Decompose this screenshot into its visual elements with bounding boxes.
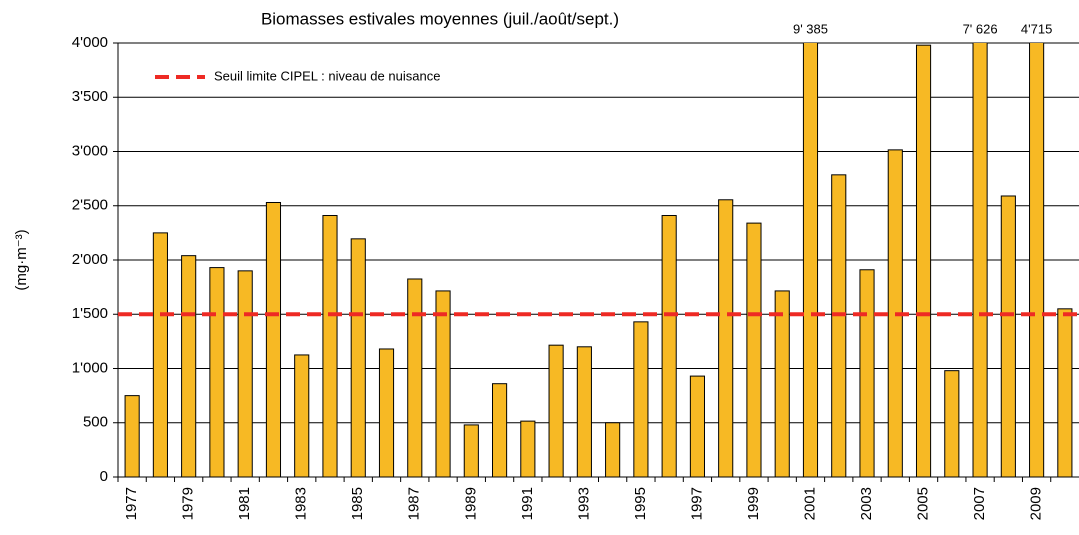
x-tick-label: 2005 xyxy=(915,487,932,520)
x-tick-label: 2007 xyxy=(971,487,988,520)
y-tick-label: 0 xyxy=(100,468,108,485)
y-tick-label: 3'000 xyxy=(72,142,108,159)
x-tick-label: 2001 xyxy=(801,487,818,520)
x-tick-label: 1981 xyxy=(236,487,253,520)
y-tick-label: 500 xyxy=(83,414,108,431)
bar xyxy=(915,44,932,477)
bar xyxy=(859,269,875,477)
bar xyxy=(774,290,790,477)
x-tick-label: 1999 xyxy=(745,487,762,520)
bar xyxy=(435,290,451,477)
bar xyxy=(689,375,705,477)
bar xyxy=(407,278,423,477)
bar xyxy=(492,383,508,477)
x-tick-label: 1997 xyxy=(688,487,705,520)
bar xyxy=(944,370,960,477)
value-label: 9' 385 xyxy=(793,21,828,36)
bar xyxy=(605,422,621,477)
bar xyxy=(831,174,847,477)
bar xyxy=(576,346,592,477)
x-tick-label: 1977 xyxy=(123,487,140,520)
bar xyxy=(209,267,225,477)
bar xyxy=(124,395,140,477)
value-label: 4'715 xyxy=(1021,21,1052,36)
bar xyxy=(1029,43,1045,477)
bar xyxy=(746,222,762,477)
x-tick-label: 1989 xyxy=(462,487,479,520)
y-axis-label: (mg·m⁻³) xyxy=(13,229,30,290)
bar xyxy=(802,43,819,477)
bar xyxy=(548,344,564,477)
bar xyxy=(633,321,649,477)
bar xyxy=(520,420,536,477)
y-tick-label: 3'500 xyxy=(72,88,108,105)
bar xyxy=(152,232,168,477)
x-tick-label: 1979 xyxy=(180,487,197,520)
y-tick-label: 1'000 xyxy=(72,359,108,376)
bar xyxy=(378,348,395,477)
bar xyxy=(1057,308,1073,477)
y-tick-label: 2'500 xyxy=(72,197,108,214)
bar xyxy=(294,354,310,477)
value-label: 7' 626 xyxy=(963,21,998,36)
bar xyxy=(1000,195,1016,477)
x-tick-label: 1991 xyxy=(519,487,536,520)
y-tick-label: 2'000 xyxy=(72,251,108,268)
bar xyxy=(972,43,988,477)
y-tick-label: 1'500 xyxy=(72,305,108,322)
x-tick-label: 2009 xyxy=(1028,487,1045,520)
chart-title: Biomasses estivales moyennes (juil./août… xyxy=(261,9,619,28)
bar xyxy=(661,215,677,477)
bar xyxy=(181,255,197,477)
x-tick-label: 1993 xyxy=(575,487,592,520)
x-tick-label: 1987 xyxy=(406,487,423,520)
y-tick-label: 4'000 xyxy=(72,34,108,51)
x-tick-label: 2003 xyxy=(858,487,875,520)
x-tick-label: 1985 xyxy=(349,487,366,520)
bar xyxy=(322,215,338,477)
x-tick-label: 1995 xyxy=(632,487,649,520)
bar xyxy=(265,201,282,477)
legend-label: Seuil limite CIPEL : niveau de nuisance xyxy=(214,68,440,83)
x-tick-label: 1983 xyxy=(293,487,310,520)
bar xyxy=(350,238,366,477)
bar xyxy=(718,199,734,477)
bar xyxy=(463,424,479,477)
bar xyxy=(237,270,253,477)
